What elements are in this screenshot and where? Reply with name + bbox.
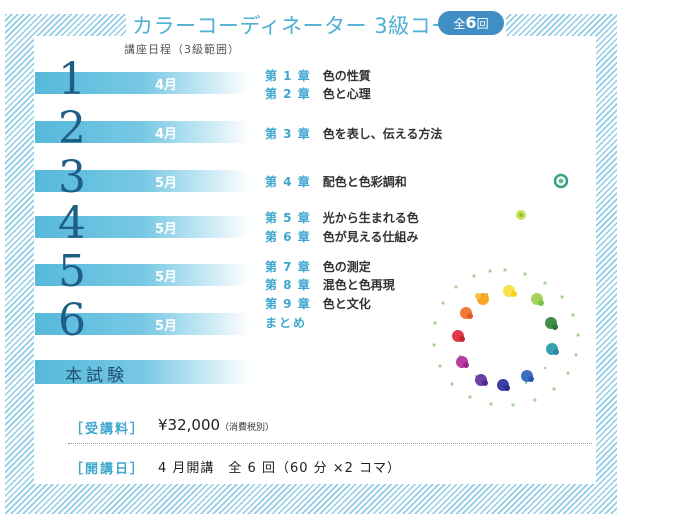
chapter-label: 第 2 章 <box>265 87 311 101</box>
session-bar-2: 4月 <box>35 121 250 143</box>
exam-bar: 本試験 <box>35 360 250 386</box>
chapter-item: 第 2 章色と心理 <box>265 85 371 102</box>
chapter-item: 第 7 章色の測定 <box>265 258 371 275</box>
fee-amount: ¥32,000 <box>158 416 221 434</box>
session-bar-4: 5月 <box>35 216 250 238</box>
session-bar-6: 5月 <box>35 313 250 335</box>
session-number: 4 <box>58 198 86 249</box>
session-bar-1: 4月 <box>35 72 250 94</box>
chapter-label: 第 7 章 <box>265 260 311 274</box>
chapter-title: 色が見える仕組み <box>322 230 419 244</box>
course-title: カラーコーディネーター 3級コース <box>132 14 474 38</box>
chapter-item: 第 1 章色の性質 <box>265 67 371 84</box>
badge-suffix: 回 <box>476 17 489 31</box>
session-month: 5月 <box>155 270 178 285</box>
flower-cluster <box>452 285 559 391</box>
fee-label: ［受講料］ <box>70 422 146 437</box>
chapter-item: 第 5 章光から生まれる色 <box>265 209 419 226</box>
badge-number: 6 <box>465 13 477 32</box>
session-number: 6 <box>58 295 86 346</box>
schedule-subtitle: 講座日程（3級範囲） <box>124 43 240 56</box>
session-number: 1 <box>58 54 86 105</box>
session-month: 5月 <box>155 319 178 334</box>
session-bar-5: 5月 <box>35 264 250 286</box>
floating-circle-icon <box>516 173 569 220</box>
session-month: 5月 <box>155 176 178 191</box>
session-bar-3: 5月 <box>35 170 250 192</box>
chapter-item: 第 6 章色が見える仕組み <box>265 228 418 245</box>
fee-value: ¥32,000（消費税別） <box>158 416 274 434</box>
chapter-label: 第 4 章 <box>265 175 311 189</box>
chapter-item: 第 8 章混色と色再現 <box>265 276 395 293</box>
chapter-title: 色と心理 <box>322 87 371 101</box>
session-number: 2 <box>58 103 86 154</box>
chapter-item: 第 4 章配色と色彩調和 <box>265 173 407 190</box>
chapter-item: 第 3 章色を表し、伝える方法 <box>265 125 442 142</box>
session-count-badge: 全6回 <box>438 11 504 35</box>
opening-value: 4 月開講 全 6 回（60 分 ×2 コマ） <box>158 461 402 476</box>
chapter-title: まとめ <box>265 316 308 330</box>
chapter-title: 色と文化 <box>322 297 371 311</box>
fee-tax-note: （消費税別） <box>220 423 275 433</box>
session-month: 4月 <box>155 127 178 142</box>
chapter-title: 色の性質 <box>322 69 371 83</box>
chapter-label: 第 5 章 <box>265 211 311 225</box>
content-panel <box>34 36 596 484</box>
chapter-label: 第 6 章 <box>265 230 311 244</box>
exam-label: 本試験 <box>65 366 128 386</box>
chapter-title: 配色と色彩調和 <box>322 175 407 189</box>
chapter-title: 混色と色再現 <box>322 278 395 292</box>
chapter-label: 第 1 章 <box>265 69 311 83</box>
opening-label: ［開講日］ <box>70 462 146 477</box>
chapter-label: 第 8 章 <box>265 278 311 292</box>
dotted-divider <box>68 443 592 444</box>
session-month: 4月 <box>155 78 178 93</box>
session-number: 3 <box>58 152 86 203</box>
chapter-title: 色を表し、伝える方法 <box>322 127 443 141</box>
badge-prefix: 全 <box>453 17 466 31</box>
chapter-item: 第 9 章色と文化 <box>265 295 371 312</box>
chapter-title: 色の測定 <box>322 260 371 274</box>
chapter-item: まとめ <box>265 314 307 331</box>
chapter-title: 光から生まれる色 <box>322 211 419 225</box>
session-month: 5月 <box>155 222 178 237</box>
chapter-label: 第 9 章 <box>265 297 311 311</box>
chapter-label: 第 3 章 <box>265 127 311 141</box>
session-number: 5 <box>58 246 86 297</box>
